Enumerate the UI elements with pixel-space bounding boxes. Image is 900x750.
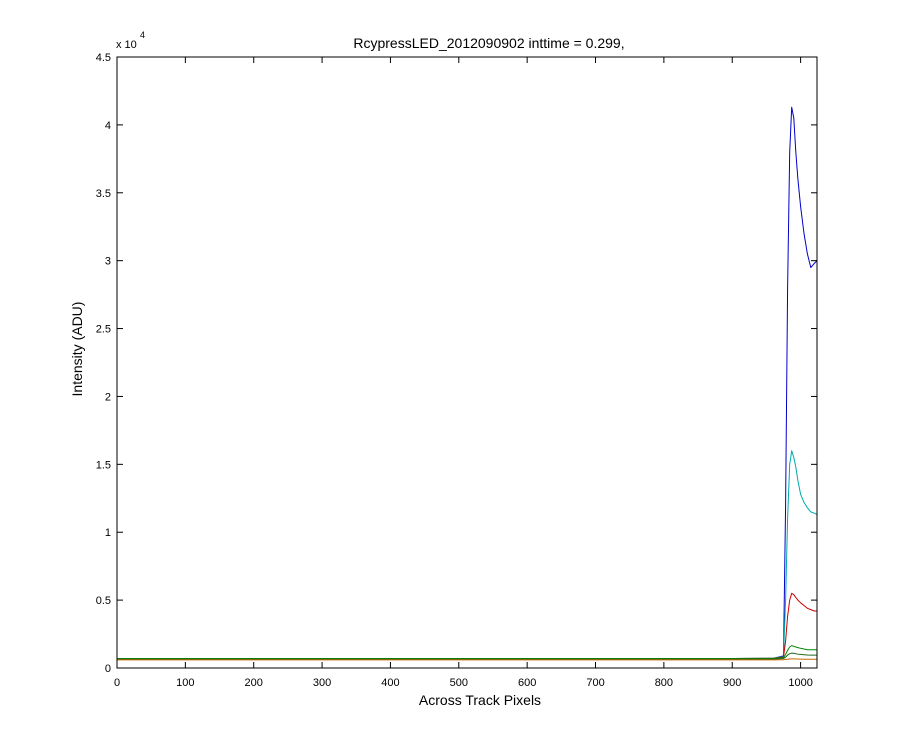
x-axis-label: Across Track Pixels: [419, 692, 541, 708]
y-tick-label: 4.5: [96, 52, 111, 64]
axis-ticks: [116, 56, 817, 669]
x-tick-label: 200: [245, 677, 263, 689]
plot-frame: [116, 56, 818, 669]
x-tick-label: 1000: [788, 677, 812, 689]
plot-lines: [117, 106, 818, 661]
x-tick-label: 500: [450, 677, 468, 689]
x-tick-label: 0: [114, 677, 120, 689]
series-line-5: [117, 652, 817, 660]
axis-tick-labels: 0 100 200 300 400 500 600 700 800 900 1000 0 0.5 1 1.5…: [96, 52, 813, 689]
series-line-4: [117, 645, 817, 659]
x-tick-label: 300: [313, 677, 331, 689]
y-axis-label: Intensity (ADU): [69, 302, 85, 397]
y-tick-label: 4: [105, 120, 111, 132]
y-tick-label: 2: [105, 391, 111, 403]
y-tick-label: 0.5: [96, 595, 111, 607]
x-tick-label: 700: [586, 677, 604, 689]
y-tick-label: 2.5: [96, 324, 111, 336]
chart-title: RcypressLED_2012090902 inttime = 0.299,: [353, 35, 624, 51]
x-tick-label: 600: [518, 677, 536, 689]
x-tick-label: 400: [381, 677, 399, 689]
y-exponent: x 10 4: [116, 30, 145, 51]
y-tick-label: 3: [105, 256, 111, 268]
x-tick-label: 900: [723, 677, 741, 689]
y-exponent-power: 4: [140, 30, 145, 40]
x-tick-label: 100: [176, 677, 194, 689]
y-tick-label: 0: [105, 663, 111, 675]
x-tick-label: 800: [655, 677, 673, 689]
y-tick-label: 1: [105, 527, 111, 539]
y-tick-label: 1.5: [96, 459, 111, 471]
y-exponent-label: x 10: [116, 39, 137, 51]
y-tick-label: 3.5: [96, 188, 111, 200]
series-line-6: [117, 658, 817, 661]
